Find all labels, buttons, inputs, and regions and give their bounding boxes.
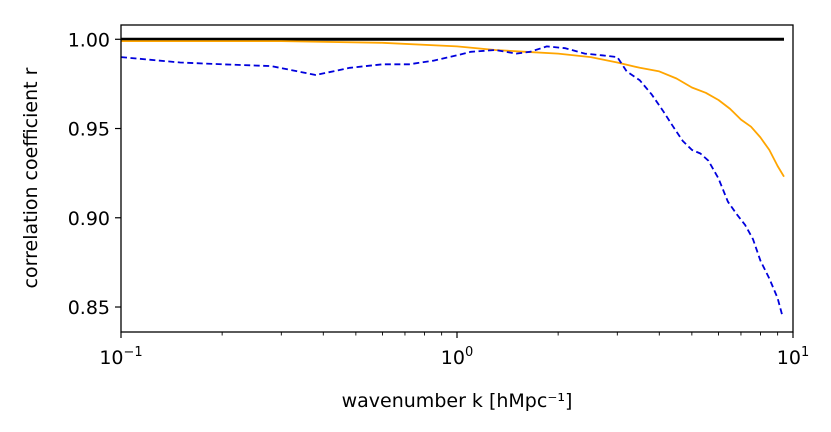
x-tick-label: 10−1 — [99, 345, 142, 369]
y-tick-label: 0.90 — [68, 208, 110, 230]
y-tick-label: 0.85 — [68, 297, 110, 319]
tick-layer: 10−1 100 101 0.85 0.90 0.95 1.00 — [68, 29, 810, 369]
series-layer — [120, 37, 785, 317]
x-axis-label: wavenumber k [hMpc⁻¹] — [342, 390, 573, 412]
series-orange-line — [121, 40, 785, 178]
x-tick-label: 101 — [777, 345, 809, 369]
x-tick-label: 100 — [441, 345, 473, 369]
y-tick-label: 1.00 — [68, 29, 110, 51]
y-axis-label: correlation coefficient r — [20, 67, 42, 288]
series-blue-dashed-line — [120, 45, 784, 317]
y-tick-label: 0.95 — [68, 119, 110, 141]
